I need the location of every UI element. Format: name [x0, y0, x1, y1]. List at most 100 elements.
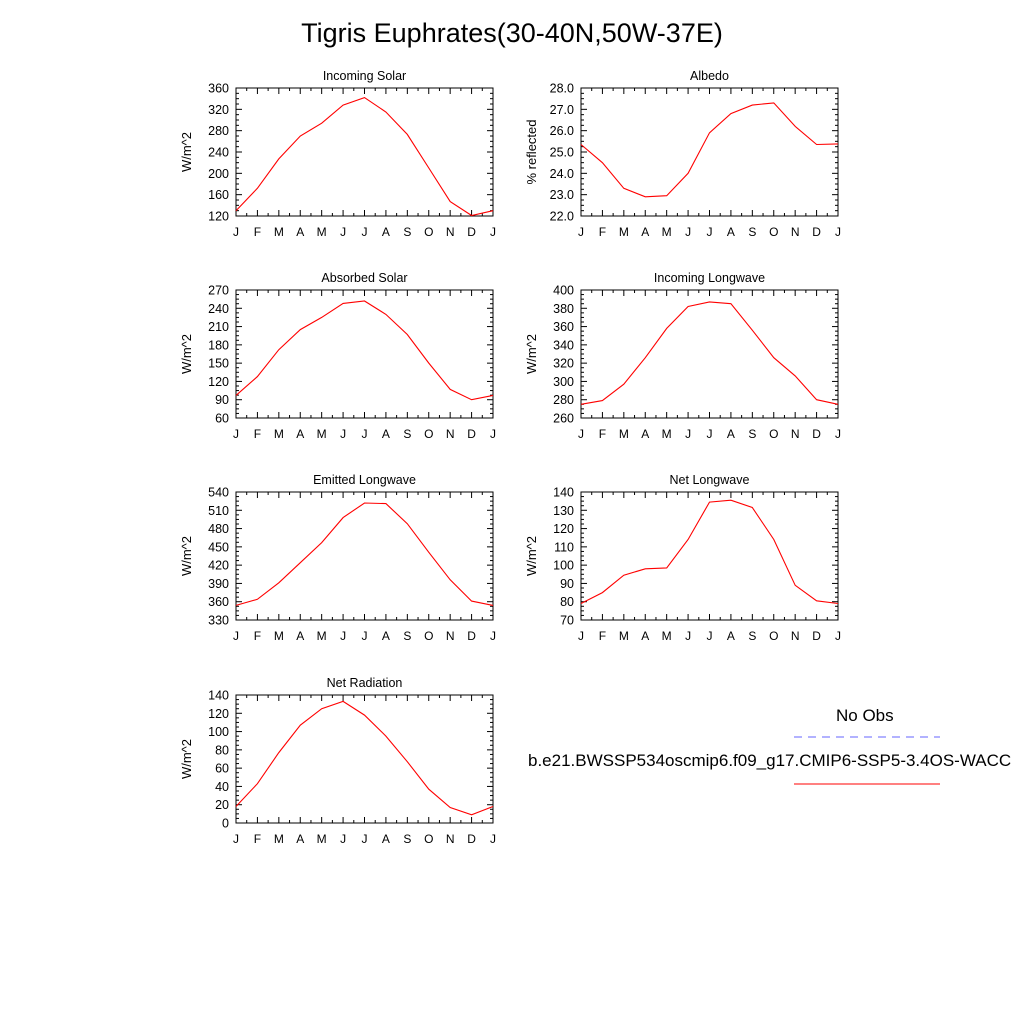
x-tick-label: M: [317, 832, 327, 846]
x-tick-label: J: [362, 225, 368, 239]
x-tick-label: N: [446, 629, 455, 643]
y-tick-label: 280: [553, 393, 574, 407]
x-tick-label: S: [403, 427, 411, 441]
panel-frame: [235, 491, 494, 621]
panel-title: Incoming Longwave: [654, 271, 765, 285]
x-tick-label: D: [467, 427, 476, 441]
y-tick-label: 0: [222, 817, 229, 831]
panel-title: Incoming Solar: [323, 69, 406, 83]
y-tick-label: 80: [215, 743, 229, 757]
x-tick-label: J: [578, 225, 584, 239]
y-axis-label: W/m^2: [179, 536, 194, 576]
x-tick-label: M: [274, 629, 284, 643]
legend: [794, 736, 940, 785]
x-tick-label: J: [233, 225, 239, 239]
x-tick-label: J: [340, 427, 346, 441]
y-tick-label: 26.0: [550, 124, 574, 138]
y-tick-label: 28.0: [550, 82, 574, 96]
y-axis-label: % reflected: [524, 119, 539, 184]
y-axis-label: W/m^2: [524, 334, 539, 374]
y-tick-label: 100: [553, 559, 574, 573]
x-tick-label: M: [274, 225, 284, 239]
x-tick-label: J: [233, 832, 239, 846]
x-tick-label: A: [296, 427, 304, 441]
y-tick-label: 420: [208, 559, 229, 573]
y-tick-label: 130: [553, 504, 574, 518]
series-line: [235, 96, 494, 217]
y-tick-label: 40: [215, 780, 229, 794]
y-tick-label: 180: [208, 338, 229, 352]
panel-frame: [235, 87, 494, 217]
x-tick-label: A: [727, 629, 735, 643]
x-tick-label: J: [685, 629, 691, 643]
y-tick-label: 280: [208, 124, 229, 138]
panel-frame: [580, 289, 839, 419]
y-tick-label: 450: [208, 540, 229, 554]
panel-3: J F M A M J J A S O N D J400380360340320300280260Inc…: [524, 271, 841, 441]
y-axis-label: W/m^2: [179, 334, 194, 374]
y-tick-label: 60: [215, 412, 229, 426]
x-tick-label: M: [662, 225, 672, 239]
x-tick-label: A: [296, 832, 304, 846]
y-tick-label: 400: [553, 284, 574, 298]
x-tick-label: J: [685, 427, 691, 441]
y-tick-label: 510: [208, 504, 229, 518]
series-line: [580, 499, 839, 605]
x-tick-label: N: [791, 629, 800, 643]
y-tick-label: 160: [208, 188, 229, 202]
y-tick-label: 210: [208, 320, 229, 334]
x-tick-label: J: [340, 629, 346, 643]
y-tick-label: 120: [208, 707, 229, 721]
y-tick-label: 140: [208, 689, 229, 703]
x-tick-label: J: [835, 629, 841, 643]
x-tick-label: D: [467, 832, 476, 846]
y-tick-label: 24.0: [550, 167, 574, 181]
x-tick-label: M: [619, 225, 629, 239]
y-axis-label: W/m^2: [179, 132, 194, 172]
panel-frame: [580, 87, 839, 217]
x-tick-label: F: [599, 427, 606, 441]
x-tick-label: J: [835, 225, 841, 239]
y-tick-label: 110: [554, 540, 574, 554]
y-tick-label: 23.0: [550, 188, 574, 202]
page-title: Tigris Euphrates(30-40N,50W-37E): [301, 18, 723, 48]
x-tick-label: O: [424, 629, 433, 643]
x-tick-label: S: [403, 629, 411, 643]
y-tick-label: 240: [208, 302, 229, 316]
y-tick-label: 120: [208, 375, 229, 389]
x-tick-label: J: [490, 832, 496, 846]
x-tick-label: N: [791, 225, 800, 239]
y-tick-label: 120: [553, 522, 574, 536]
x-tick-label: M: [317, 225, 327, 239]
x-tick-label: S: [403, 225, 411, 239]
y-tick-label: 80: [560, 595, 574, 609]
x-tick-label: J: [233, 629, 239, 643]
x-tick-label: J: [707, 427, 713, 441]
x-tick-label: J: [362, 629, 368, 643]
x-tick-label: N: [446, 832, 455, 846]
x-tick-label: A: [727, 225, 735, 239]
x-tick-label: O: [769, 225, 778, 239]
y-tick-label: 360: [208, 82, 229, 96]
x-tick-label: O: [769, 427, 778, 441]
x-tick-label: M: [662, 427, 672, 441]
y-tick-label: 300: [553, 375, 574, 389]
x-tick-label: J: [340, 832, 346, 846]
x-tick-label: F: [254, 427, 261, 441]
x-tick-label: N: [791, 427, 800, 441]
x-tick-label: S: [748, 225, 756, 239]
panel-2: J F M A M J J A S O N D J2702402101801501209060Absor…: [179, 271, 496, 441]
panel-title: Net Longwave: [670, 473, 750, 487]
y-tick-label: 120: [208, 210, 229, 224]
x-tick-label: J: [685, 225, 691, 239]
y-tick-label: 320: [553, 357, 574, 371]
x-tick-label: J: [490, 629, 496, 643]
y-tick-label: 360: [553, 320, 574, 334]
panel-0: J F M A M J J A S O N D J360320280240200160120Incomi…: [179, 69, 496, 239]
y-tick-label: 100: [208, 725, 229, 739]
x-tick-label: A: [382, 427, 390, 441]
x-tick-label: D: [467, 225, 476, 239]
y-tick-label: 540: [208, 486, 229, 500]
